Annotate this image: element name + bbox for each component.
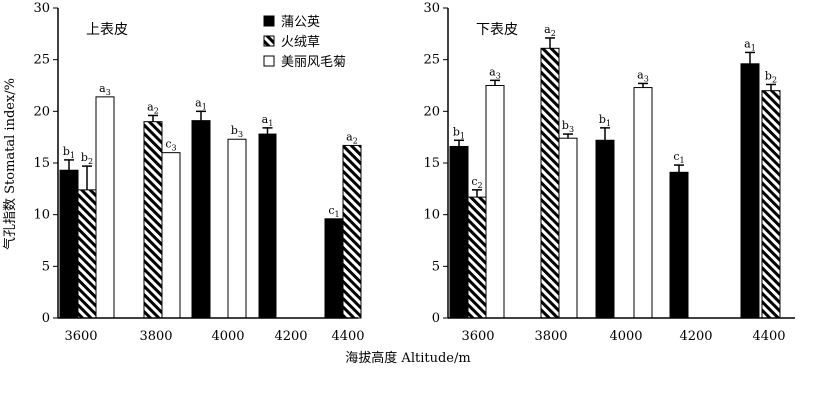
bar — [467, 196, 487, 319]
legend-label: 美丽风毛菊 — [281, 55, 346, 70]
y-tick-label: 5 — [432, 259, 440, 274]
significance-label: b1 — [453, 125, 465, 140]
y-axis-title: 气孔指数 Stomatal index/% — [2, 78, 18, 250]
legend-label: 火绒草 — [281, 35, 320, 50]
significance-label: b3 — [231, 124, 243, 139]
bar — [669, 171, 689, 319]
y-tick-label: 30 — [423, 1, 440, 16]
bar — [59, 169, 79, 319]
significance-label: c3 — [165, 138, 176, 153]
bar — [77, 189, 97, 319]
lower-epidermis-panel: 下表皮 b1 b1 c1 a1 c2 a2 b2 a3 b3 a3 0 5 10 15 20 25 30 3600 3… — [423, 1, 795, 344]
upper-epidermis-panel: 上表皮 b1 a1 a1 c1 b2 a2 a2 a3 c3 b3 0 5 10 15 20 25 30 3600 3… — [33, 1, 364, 344]
significance-label: c1 — [673, 150, 684, 165]
bar — [485, 85, 505, 319]
significance-label: b3 — [562, 119, 574, 134]
x-tick-label: 4200 — [274, 329, 307, 344]
y-tick-label: 25 — [33, 53, 50, 68]
bar — [227, 138, 247, 319]
y-tick-label: 30 — [33, 1, 50, 16]
significance-label: a3 — [489, 65, 501, 80]
panel-title: 下表皮 — [476, 22, 518, 38]
bar — [342, 144, 362, 319]
y-tick-label: 0 — [42, 311, 50, 326]
y-tick-label: 20 — [33, 104, 50, 119]
x-axis-title: 海拔高度 Altitude/m — [345, 350, 470, 366]
significance-label: a3 — [637, 68, 649, 83]
significance-label: a2 — [346, 130, 358, 145]
significance-label: c2 — [471, 175, 482, 190]
x-tick-label: 4000 — [609, 329, 642, 344]
significance-label: a2 — [544, 23, 556, 38]
bar — [324, 218, 344, 319]
x-tick-label: 3800 — [534, 329, 567, 344]
bar — [161, 152, 181, 319]
significance-label: a2 — [147, 100, 159, 115]
y-tick-label: 15 — [423, 156, 440, 171]
legend-label: 蒲公英 — [281, 15, 320, 30]
significance-label: b1 — [599, 113, 611, 128]
bar — [633, 87, 653, 319]
y-tick-label: 20 — [423, 104, 440, 119]
significance-label: b2 — [81, 151, 93, 166]
significance-label: a1 — [262, 113, 274, 128]
legend-swatch — [263, 55, 275, 67]
x-tick-label: 3600 — [64, 329, 97, 344]
significance-label: b1 — [63, 145, 75, 160]
x-tick-label: 4400 — [331, 329, 364, 344]
x-tick-label: 4000 — [211, 329, 244, 344]
bar — [540, 47, 560, 319]
bar — [191, 120, 211, 319]
y-tick-label: 10 — [423, 208, 440, 223]
significance-label: a1 — [744, 37, 756, 52]
significance-label: a1 — [195, 96, 207, 111]
panel-title: 上表皮 — [86, 22, 128, 38]
significance-label: c1 — [328, 204, 339, 219]
legend-swatch — [263, 35, 275, 47]
y-tick-label: 25 — [423, 53, 440, 68]
significance-label: a3 — [99, 82, 111, 97]
y-tick-label: 0 — [432, 311, 440, 326]
bar — [595, 139, 615, 319]
bar — [558, 137, 578, 319]
legend-swatch — [263, 15, 275, 27]
significance-label: b2 — [765, 69, 777, 84]
bar — [761, 90, 781, 319]
x-tick-label: 3600 — [461, 329, 494, 344]
bar — [95, 96, 115, 319]
y-tick-label: 10 — [33, 208, 50, 223]
bar — [258, 133, 277, 319]
y-tick-label: 5 — [42, 259, 50, 274]
x-tick-label: 3800 — [139, 329, 172, 344]
bar — [740, 63, 760, 319]
bar — [449, 145, 469, 319]
y-tick-label: 15 — [33, 156, 50, 171]
x-tick-label: 4400 — [752, 329, 785, 344]
bar — [143, 121, 163, 319]
x-tick-label: 4200 — [679, 329, 712, 344]
